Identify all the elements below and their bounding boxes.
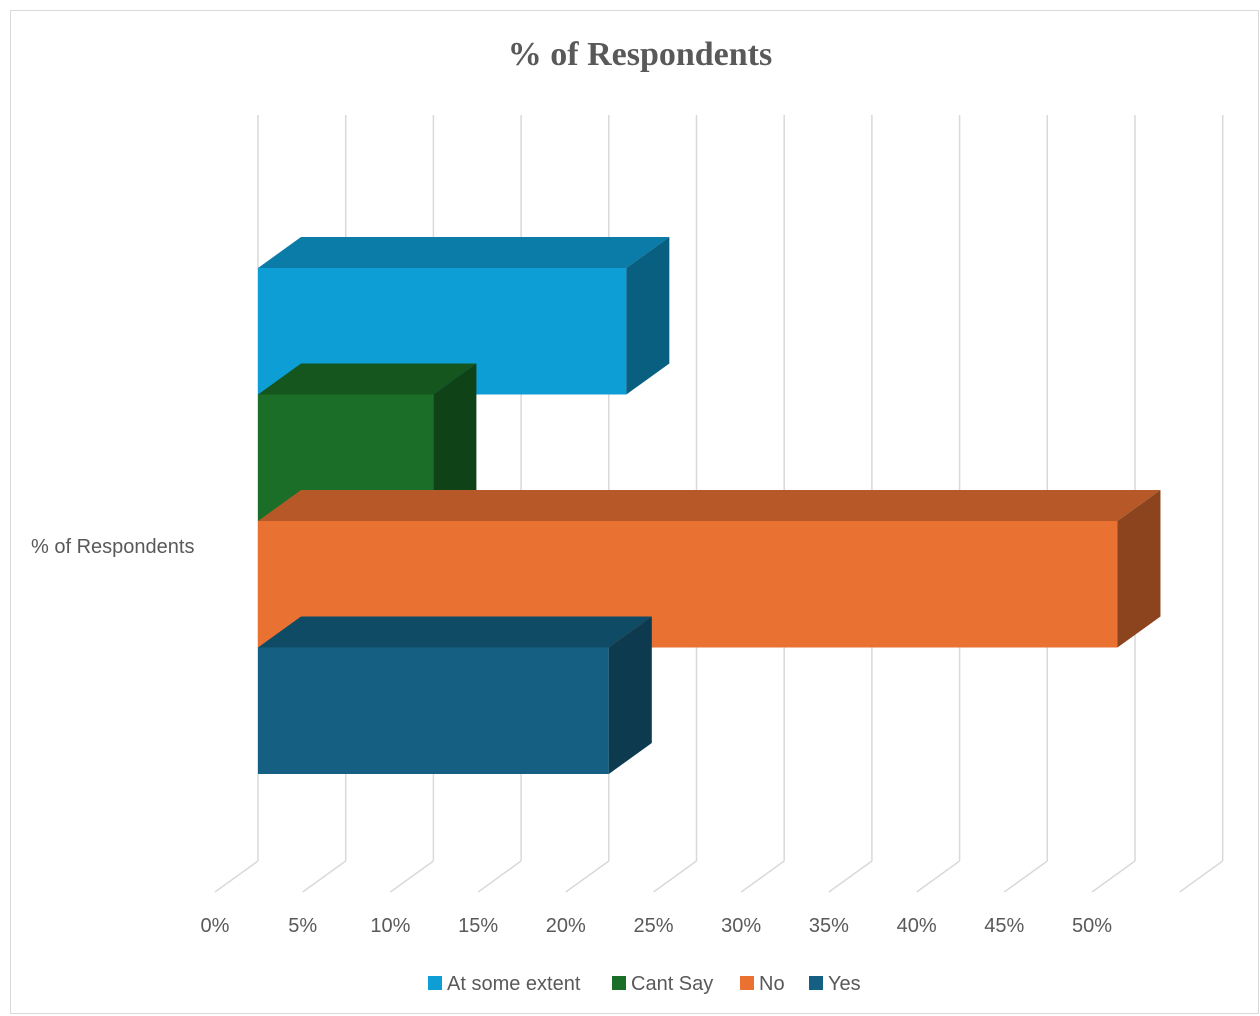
x-tick-label: 35% — [809, 915, 849, 937]
x-axis-ticks: 0% 5% 10% 15% 20% 25% 30% 35% 40% 45% 50% — [201, 915, 1113, 937]
gridline-floor — [740, 860, 785, 893]
x-tick-label: 50% — [1072, 915, 1112, 937]
bar-side-face — [1117, 490, 1161, 648]
x-tick-label: 30% — [721, 915, 761, 937]
legend-label: Cant Say — [631, 973, 713, 995]
gridline-floor — [477, 860, 522, 893]
legend-swatch — [809, 976, 823, 990]
x-tick-label: 10% — [370, 915, 410, 937]
chart-frame: % of Respondents 0% 5% 10% 15% 20% 25% 30% 35% 4… — [10, 10, 1259, 1014]
gridline-floor — [1179, 860, 1224, 893]
gridline-floor — [1091, 860, 1136, 893]
bar-top-face — [258, 363, 477, 395]
x-tick-label: 0% — [201, 915, 230, 937]
legend-label: At some extent — [447, 973, 581, 995]
legend-swatch — [740, 976, 754, 990]
legend-item: Yes — [809, 973, 861, 995]
x-tick-label: 15% — [458, 915, 498, 937]
x-tick-label: 40% — [897, 915, 937, 937]
bars — [258, 237, 1161, 774]
legend-swatch — [612, 976, 626, 990]
gridline-floor — [565, 860, 610, 893]
bar-side-face — [433, 363, 477, 521]
gridline-floor — [916, 860, 961, 893]
x-tick-label: 5% — [288, 915, 317, 937]
chart-title: % of Respondents — [508, 36, 772, 73]
legend-label: No — [759, 973, 785, 995]
bar-yes — [258, 616, 652, 774]
chart-svg: % of Respondents 0% 5% 10% 15% 20% 25% 30% 35% 4… — [31, 36, 1224, 995]
legend-item: At some extent — [428, 973, 581, 995]
gridline-floor — [653, 860, 697, 893]
bar-front-face — [258, 647, 609, 774]
bar-side-face — [626, 237, 670, 395]
x-tick-label: 20% — [546, 915, 586, 937]
bar-side-face — [608, 616, 652, 774]
legend-item: Cant Say — [612, 973, 713, 995]
bar-top-face — [258, 490, 1161, 521]
legend-label: Yes — [828, 973, 861, 995]
gridline-floor — [389, 860, 434, 893]
x-tick-label: 25% — [633, 915, 673, 937]
gridline-floor — [828, 860, 873, 893]
gridline-floor — [1003, 860, 1048, 893]
x-tick-label: 45% — [984, 915, 1024, 937]
bar-top-face — [258, 616, 652, 648]
gridline-floor — [302, 860, 347, 893]
legend-item: No — [740, 973, 785, 995]
bar-top-face — [258, 237, 670, 268]
legend: At some extent Cant Say No Yes — [428, 973, 861, 995]
gridline-floor — [214, 860, 259, 893]
legend-swatch — [428, 976, 442, 990]
category-label: % of Respondents — [31, 536, 194, 558]
